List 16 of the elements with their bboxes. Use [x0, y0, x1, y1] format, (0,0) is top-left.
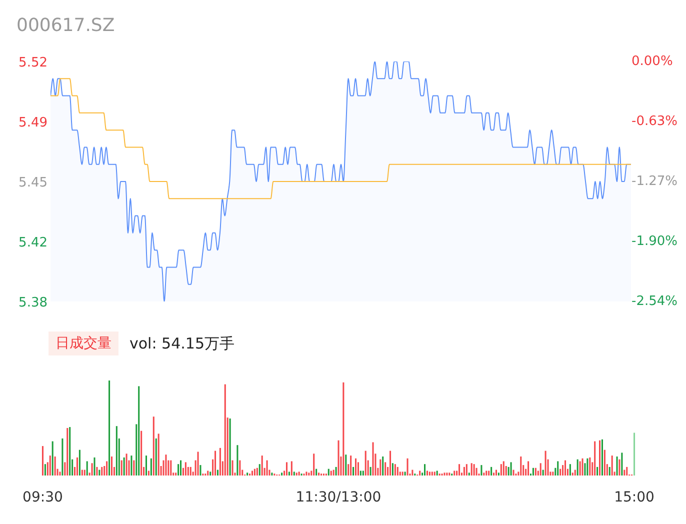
- chart-subtitle: vol: 54.15万手: [130, 334, 234, 352]
- y2-tick-label: -0.63%: [632, 114, 678, 129]
- chart-title: 日成交量: [56, 336, 112, 352]
- y-tick-label: 5.38: [18, 296, 48, 310]
- y2-tick-label: -2.54%: [632, 294, 678, 309]
- y2-tick-label: -1.90%: [632, 234, 678, 249]
- y-tick-label: 5.49: [18, 116, 48, 130]
- y-tick-label: 5.45: [18, 176, 48, 190]
- y-tick-label: 5.52: [18, 56, 48, 70]
- chart-title: 000617.SZ: [16, 15, 115, 36]
- y-tick-label: 5.42: [18, 236, 48, 250]
- x-tick-label: 15:00: [614, 490, 654, 506]
- x-tick-label: 11:30/13:00: [296, 490, 382, 506]
- x-tick-label: 09:30: [22, 490, 63, 506]
- y2-tick-label: -1.27%: [632, 174, 678, 189]
- y2-tick-label: 0.00%: [632, 54, 673, 69]
